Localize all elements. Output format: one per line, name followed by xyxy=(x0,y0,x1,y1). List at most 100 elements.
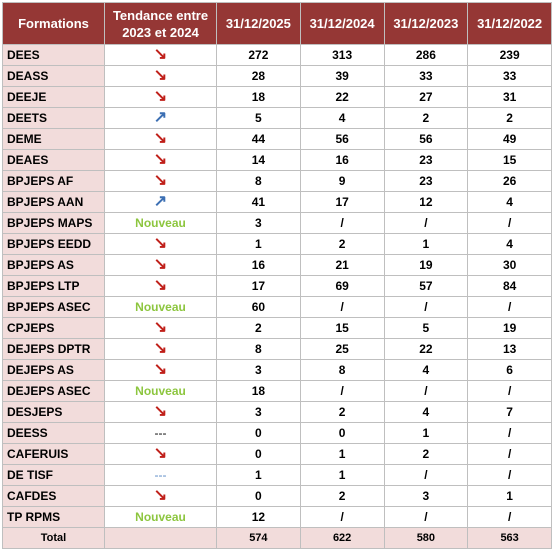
value-2022: 49 xyxy=(467,128,552,150)
table-row: DEME ↘ 44 56 56 49 xyxy=(2,128,552,150)
value-2025: 28 xyxy=(216,65,301,87)
value-2022: / xyxy=(467,443,552,465)
header-2025: 31/12/2025 xyxy=(216,2,301,45)
value-2024: 1 xyxy=(299,464,385,486)
value-2022: / xyxy=(467,464,552,486)
header-2023: 31/12/2023 xyxy=(383,2,469,45)
formation-name: BPJEPS EEDD xyxy=(2,233,105,255)
table-row: BPJEPS LTP ↘ 17 69 57 84 xyxy=(2,275,552,297)
value-2024: 1 xyxy=(299,443,385,465)
table-row: DEAES ↘ 14 16 23 15 xyxy=(2,149,552,171)
formation-name: BPJEPS AF xyxy=(2,170,105,192)
value-2023: 23 xyxy=(383,149,469,171)
value-2025: 272 xyxy=(216,44,301,66)
value-2025: 41 xyxy=(216,191,301,213)
trend-new-label: Nouveau xyxy=(135,510,186,524)
value-2023: 286 xyxy=(383,44,469,66)
value-2025: 0 xyxy=(216,422,301,444)
trend-stable-label: --- xyxy=(154,468,167,482)
table-row: BPJEPS AAN ↗ 41 17 12 4 xyxy=(2,191,552,213)
value-2024: 39 xyxy=(299,65,385,87)
trend-down-arrow-icon: ↘ xyxy=(153,361,168,378)
formation-name: CPJEPS xyxy=(2,317,105,339)
value-2024: 15 xyxy=(299,317,385,339)
total-trend-cell xyxy=(104,527,217,549)
total-label: Total xyxy=(2,527,105,549)
value-2023: 27 xyxy=(383,86,469,108)
table-row: DEESS --- 0 0 1/ xyxy=(2,422,552,444)
trend-stable-label: --- xyxy=(154,426,167,440)
trend-cell: ↗ xyxy=(104,191,217,213)
value-2022: 19 xyxy=(467,317,552,339)
formation-name: TP RPMS xyxy=(2,506,105,528)
value-2023: 33 xyxy=(383,65,469,87)
value-2022: 31 xyxy=(467,86,552,108)
formation-name: DEESS xyxy=(2,422,105,444)
trend-down-arrow-icon: ↘ xyxy=(153,256,168,273)
trend-cell: Nouveau xyxy=(104,212,217,234)
value-2025: 16 xyxy=(216,254,301,276)
value-2023: / xyxy=(383,380,469,402)
trend-cell: Nouveau xyxy=(104,380,217,402)
trend-cell: ↘ xyxy=(104,359,217,381)
value-2022: / xyxy=(467,380,552,402)
table-row: DE TISF --- 1 1// xyxy=(2,464,552,486)
value-2025: 5 xyxy=(216,107,301,129)
value-2024: 9 xyxy=(299,170,385,192)
value-2025: 12 xyxy=(216,506,301,528)
formation-name: BPJEPS MAPS xyxy=(2,212,105,234)
trend-down-arrow-icon: ↘ xyxy=(153,487,168,504)
table-row: CPJEPS ↘ 2 15 5 19 xyxy=(2,317,552,339)
table-row: DEJEPS DPTR ↘ 8 25 22 13 xyxy=(2,338,552,360)
trend-cell: ↗ xyxy=(104,107,217,129)
value-2023: 2 xyxy=(383,443,469,465)
trend-cell: --- xyxy=(104,464,217,486)
header-2022: 31/12/2022 xyxy=(467,2,552,45)
value-2022: 4 xyxy=(467,191,552,213)
trend-cell: ↘ xyxy=(104,338,217,360)
value-2023: 1 xyxy=(383,422,469,444)
formation-name: DEES xyxy=(2,44,105,66)
trend-new-label: Nouveau xyxy=(135,216,186,230)
value-2023: 2 xyxy=(383,107,469,129)
value-2024: / xyxy=(299,380,385,402)
table-row: TP RPMS Nouveau 12// / xyxy=(2,506,552,528)
value-2024: 16 xyxy=(299,149,385,171)
value-2022: 84 xyxy=(467,275,552,297)
table-row: DEJEPS AS ↘ 3 8 4 6 xyxy=(2,359,552,381)
trend-cell: --- xyxy=(104,422,217,444)
formation-name: BPJEPS LTP xyxy=(2,275,105,297)
table-row: BPJEPS EEDD ↘ 1 2 1 4 xyxy=(2,233,552,255)
value-2023: 19 xyxy=(383,254,469,276)
value-2024: / xyxy=(299,296,385,318)
formation-name: DE TISF xyxy=(2,464,105,486)
trend-down-arrow-icon: ↘ xyxy=(153,319,168,336)
trend-cell: ↘ xyxy=(104,170,217,192)
value-2023: / xyxy=(383,296,469,318)
total-2023: 580 xyxy=(383,527,469,549)
table-row: CAFDES ↘ 0 2 3 1 xyxy=(2,485,552,507)
table-row: DEETS ↗ 5 4 2 2 xyxy=(2,107,552,129)
total-2025: 574 xyxy=(216,527,301,549)
formation-name: DEJEPS AS xyxy=(2,359,105,381)
value-2025: 8 xyxy=(216,170,301,192)
value-2024: 313 xyxy=(299,44,385,66)
value-2023: / xyxy=(383,464,469,486)
value-2025: 44 xyxy=(216,128,301,150)
trend-new-label: Nouveau xyxy=(135,300,186,314)
value-2025: 3 xyxy=(216,359,301,381)
table-row: BPJEPS AS ↘ 16 21 19 30 xyxy=(2,254,552,276)
formation-name: DEJEPS DPTR xyxy=(2,338,105,360)
value-2022: 13 xyxy=(467,338,552,360)
value-2022: 30 xyxy=(467,254,552,276)
trend-cell: ↘ xyxy=(104,233,217,255)
trend-down-arrow-icon: ↘ xyxy=(153,151,168,168)
table-row: BPJEPS ASEC Nouveau 60// / xyxy=(2,296,552,318)
table-row: DEJEPS ASEC Nouveau 18// / xyxy=(2,380,552,402)
value-2025: 0 xyxy=(216,485,301,507)
value-2022: 33 xyxy=(467,65,552,87)
trend-cell: ↘ xyxy=(104,149,217,171)
value-2025: 18 xyxy=(216,380,301,402)
value-2024: 2 xyxy=(299,233,385,255)
value-2023: 1 xyxy=(383,233,469,255)
